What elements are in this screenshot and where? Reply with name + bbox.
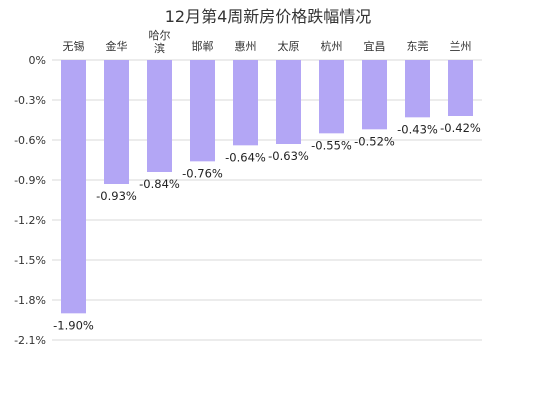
category-label: 无锡 xyxy=(63,39,85,53)
value-label: -0.43% xyxy=(397,122,438,136)
bar xyxy=(104,60,129,184)
bar xyxy=(190,60,215,162)
bar xyxy=(276,60,301,144)
category-label: 金华 xyxy=(106,39,128,53)
y-tick-label: -0.9% xyxy=(14,174,46,187)
y-tick-label: -2.1% xyxy=(14,334,46,347)
value-label: -0.63% xyxy=(268,149,309,163)
category-label: 哈尔滨 xyxy=(149,29,171,55)
category-labels: 无锡 金华 哈尔滨 邯郸 惠州 太原 杭州 宜昌 东莞 兰州 xyxy=(63,29,472,55)
value-label: -0.52% xyxy=(354,134,395,148)
bar xyxy=(319,60,344,134)
chart-title: 12月第4周新房价格跌幅情况 xyxy=(165,7,372,26)
value-label: -0.76% xyxy=(182,166,223,180)
y-tick-label: -1.5% xyxy=(14,254,46,267)
value-labels: -1.90%-0.93%-0.84%-0.76%-0.64% -0.63%-0.5… xyxy=(53,121,481,332)
y-axis-ticks: 0% -0.3% -0.6% -0.9% -1.2% -1.5% -1.8% -2.1% xyxy=(14,54,46,347)
category-label: 邯郸 xyxy=(192,39,214,53)
value-label: -1.90% xyxy=(53,318,94,332)
bar xyxy=(405,60,430,118)
category-label: 东莞 xyxy=(407,40,429,53)
value-label: -0.55% xyxy=(311,138,352,152)
value-label: -0.64% xyxy=(225,150,266,164)
bars xyxy=(61,60,473,314)
bar xyxy=(362,60,387,130)
bar xyxy=(147,60,172,172)
y-tick-label: -1.8% xyxy=(14,294,46,307)
y-tick-label: 0% xyxy=(29,54,46,67)
category-label: 杭州 xyxy=(321,39,343,53)
category-label: 惠州 xyxy=(235,39,257,53)
value-label: -0.84% xyxy=(139,177,180,191)
y-tick-label: -0.6% xyxy=(14,134,46,147)
category-label: 太原 xyxy=(278,40,300,53)
bar xyxy=(233,60,258,146)
y-tick-label: -0.3% xyxy=(14,94,46,107)
y-tick-label: -1.2% xyxy=(14,214,46,227)
bar xyxy=(61,60,86,314)
bar xyxy=(448,60,473,116)
value-label: -0.42% xyxy=(440,121,481,135)
value-label: -0.93% xyxy=(96,189,137,203)
category-label: 兰州 xyxy=(450,40,472,53)
category-label: 宜昌 xyxy=(364,39,386,53)
